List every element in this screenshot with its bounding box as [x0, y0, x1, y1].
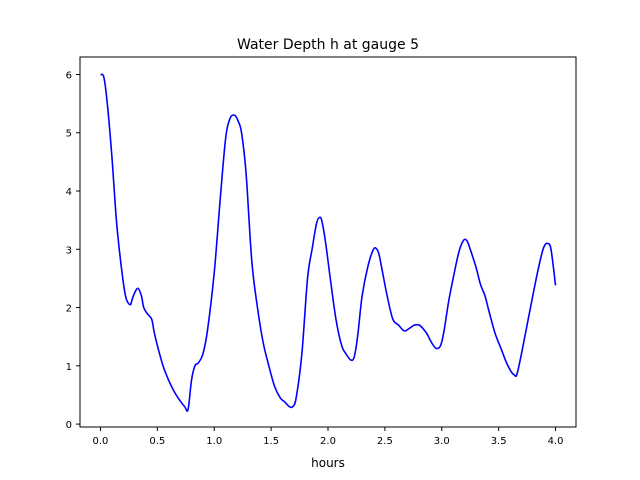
- axes-frame: [79, 56, 577, 428]
- y-tick-label: 1: [66, 362, 72, 373]
- y-tick-label: 5: [66, 129, 72, 140]
- plot-area: [99, 73, 557, 412]
- y-tick-label: 3: [66, 245, 72, 256]
- y-tick-label: 6: [66, 70, 72, 81]
- axis-ticks: 0.0 0.5 1.0 1.5 2.0 2.5 3.0 3.5 4.0 0 1 2 3 4 5 6: [66, 70, 564, 447]
- x-tick-label: 1.0: [206, 436, 222, 447]
- y-tick-label: 0: [66, 420, 72, 431]
- x-tick-label: 4.0: [548, 436, 564, 447]
- x-tick-label: 2.5: [377, 436, 393, 447]
- x-tick-label: 3.5: [491, 436, 507, 447]
- x-tick-label: 1.5: [263, 436, 279, 447]
- x-tick-label: 0.5: [149, 436, 165, 447]
- y-tick-label: 2: [66, 304, 72, 315]
- x-tick-label: 0.0: [93, 436, 109, 447]
- x-tick-label: 3.0: [434, 436, 450, 447]
- y-tick-label: 4: [66, 187, 72, 198]
- chart-title: Water Depth h at gauge 5: [237, 37, 419, 53]
- x-tick-label: 2.0: [320, 436, 336, 447]
- water-depth-line: [99, 73, 557, 412]
- x-axis-title: hours: [311, 456, 345, 470]
